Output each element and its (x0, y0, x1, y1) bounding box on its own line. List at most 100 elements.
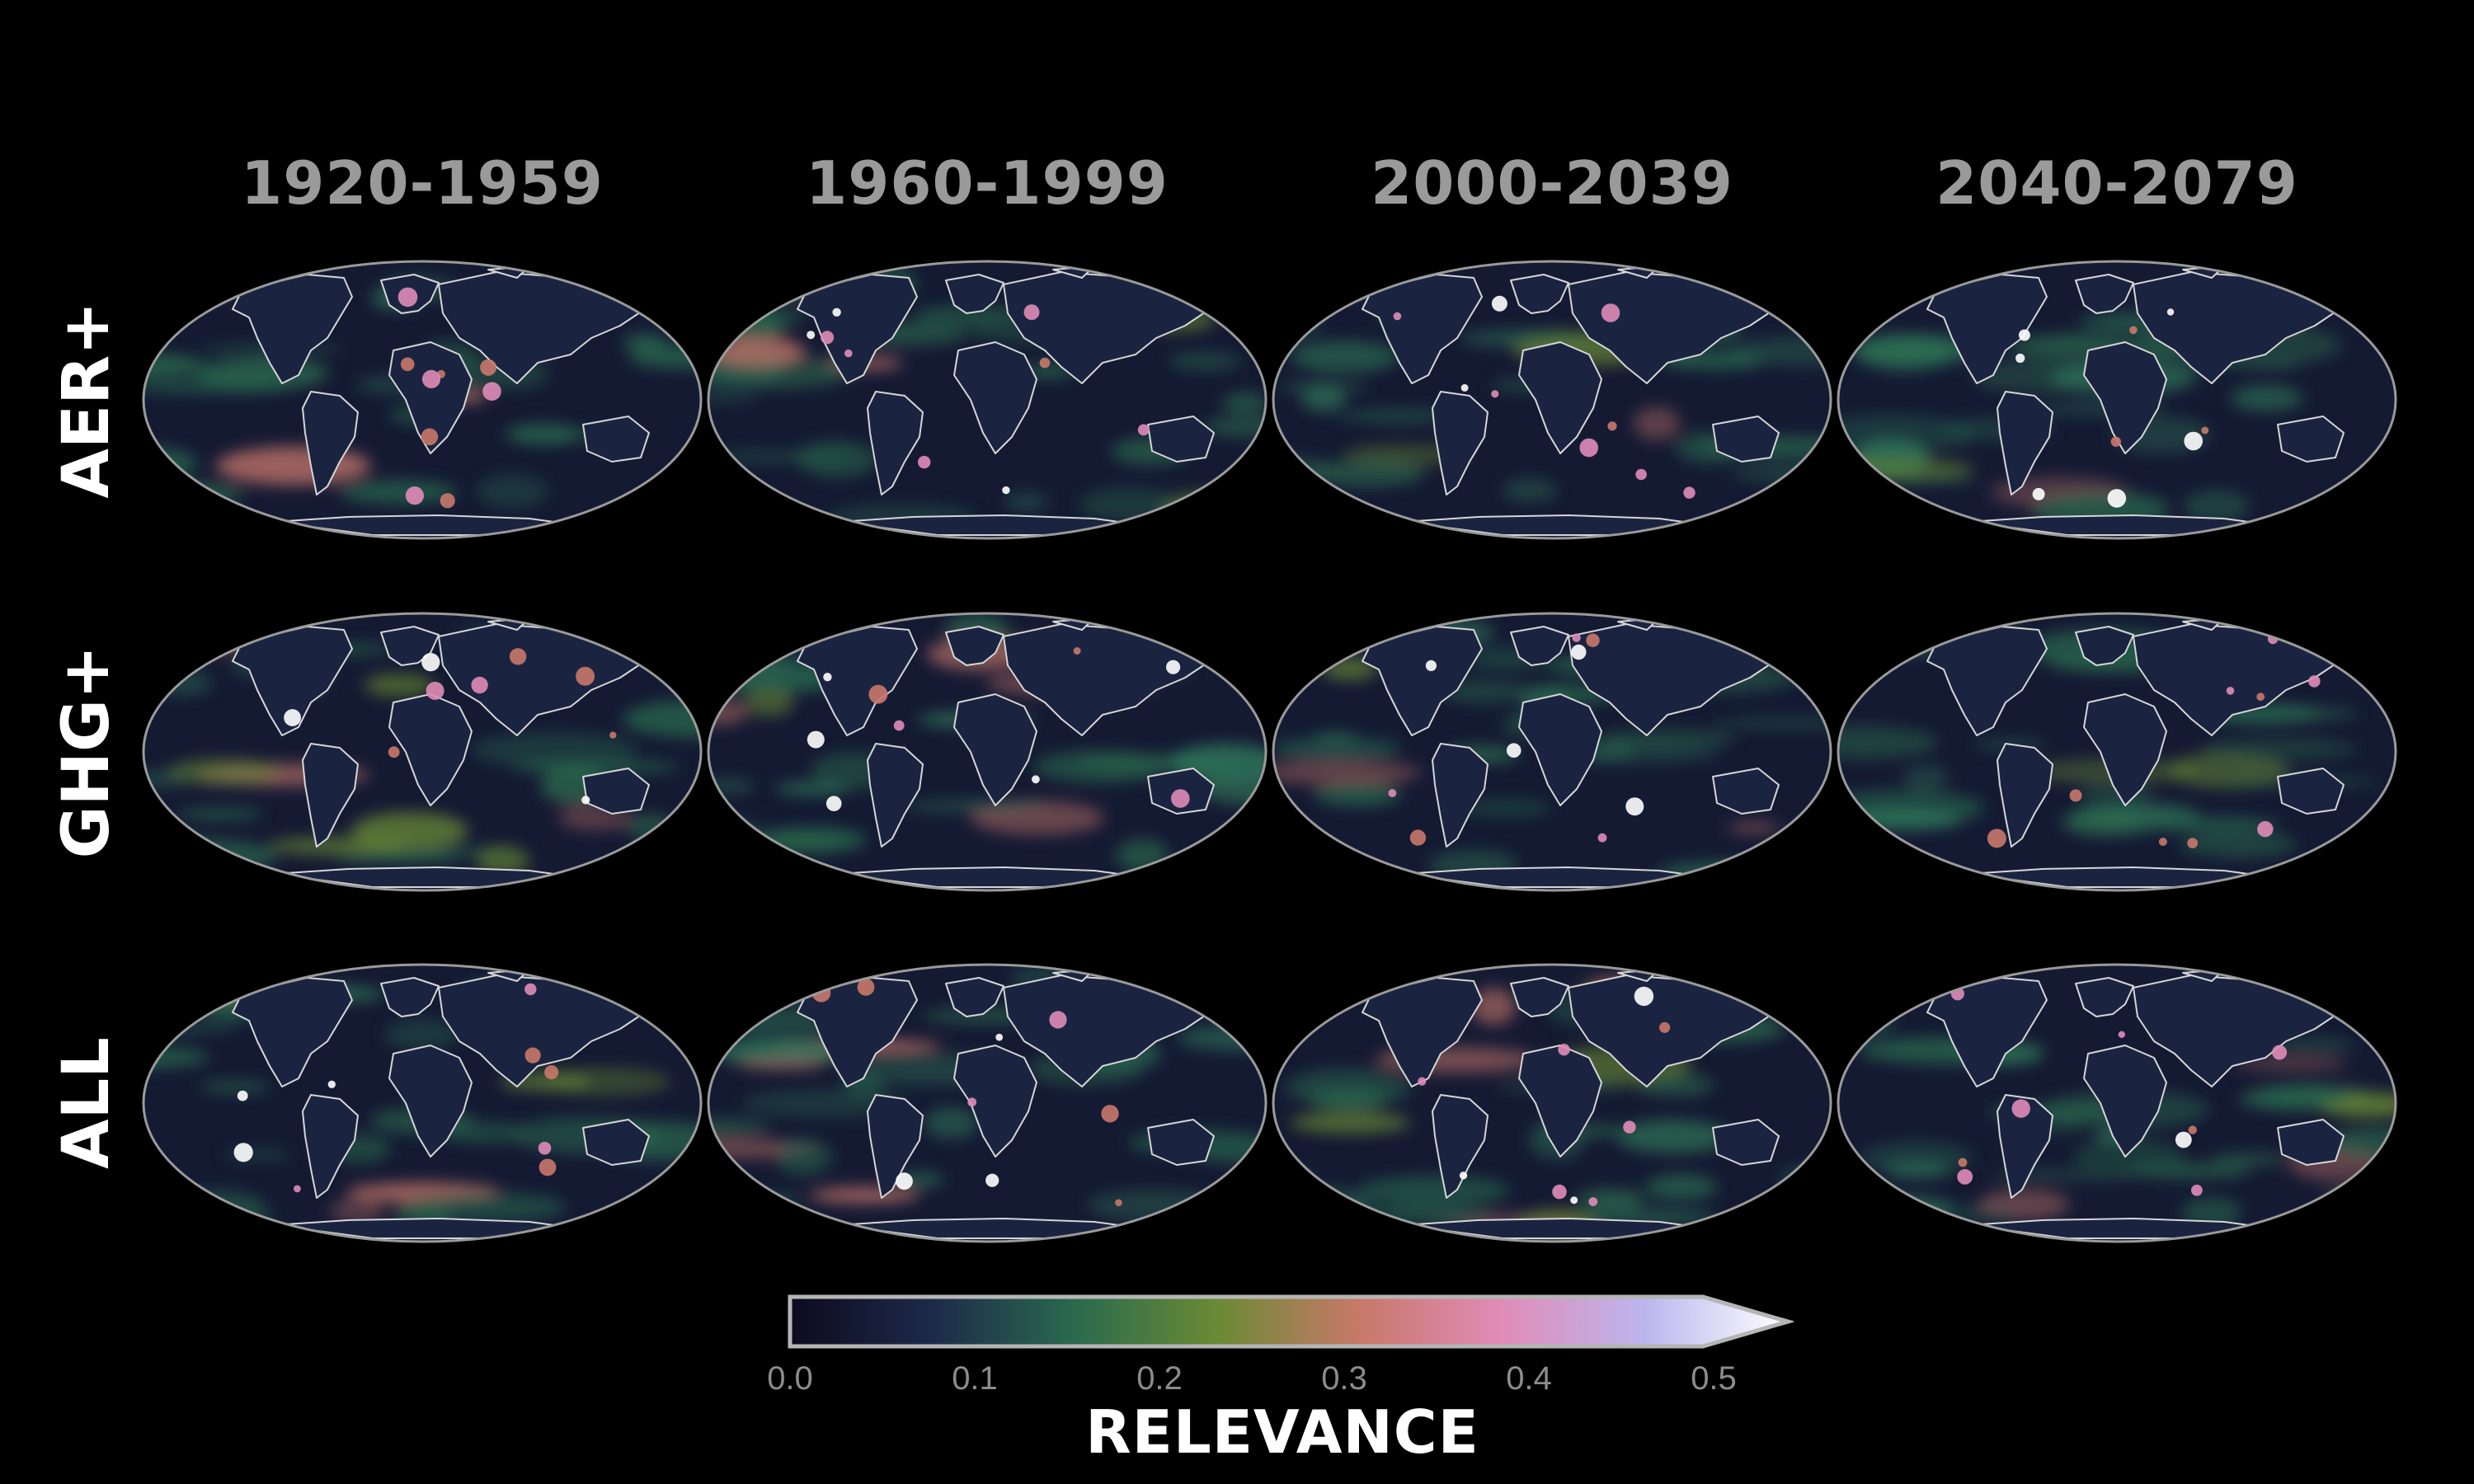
continent-outline (1712, 768, 1780, 815)
column-title-3: 2000-2039 (1371, 148, 1733, 218)
continent-outline (1926, 626, 2048, 736)
row-label-ghg-text: GHG+ (49, 645, 124, 859)
continent-outline (302, 391, 359, 495)
map-panel-r3-c3 (1272, 963, 1832, 1243)
map-border (142, 963, 703, 1243)
continent-outline (2075, 977, 2134, 1017)
continent-outline (1518, 1045, 1602, 1158)
continent-outline (2075, 626, 2134, 666)
continent-outline (2277, 1119, 2345, 1166)
continent-outline (1362, 626, 1483, 736)
row-label-all-text: ALL (49, 1037, 124, 1169)
continent-outline (1362, 274, 1483, 384)
colorbar-tick-2: 0.2 (1136, 1360, 1183, 1397)
continent-outline (797, 274, 918, 384)
map-panel-r3-c4 (1837, 963, 2397, 1243)
colorbar-tick-3: 0.3 (1321, 1360, 1367, 1397)
map-border (1837, 612, 2397, 892)
row-label-aer-text: AER+ (49, 301, 124, 499)
relevance-hotspots (284, 648, 617, 805)
continent-outline (953, 341, 1037, 454)
colorbar-label: RELEVANCE (1085, 1397, 1479, 1467)
continent-outline (1403, 1218, 1710, 1239)
colorbar-tick-0: 0.0 (767, 1360, 813, 1397)
continent-outline (867, 391, 924, 495)
continent-outline (2083, 693, 2167, 806)
column-title-4: 2040-2079 (1935, 148, 2298, 218)
map-panel-r1-c4 (1837, 260, 2397, 540)
continent-outline (2083, 1045, 2167, 1158)
map-border (1272, 963, 1832, 1243)
continent-outline (1403, 514, 1710, 536)
continent-outline (1510, 977, 1569, 1017)
map-border (707, 612, 1268, 892)
continent-outline (2277, 416, 2345, 463)
continent-outline (1432, 391, 1489, 495)
continent-outline (867, 1094, 924, 1199)
column-title-1: 1920-1959 (241, 148, 604, 218)
map-panel-r1-c1 (142, 260, 703, 540)
continent-outline (1712, 1119, 1780, 1166)
continent-outline (1362, 977, 1483, 1087)
map-panel-r1-c2 (707, 260, 1268, 540)
continent-outline (302, 743, 359, 848)
continent-outline (273, 1218, 580, 1239)
continent-outline (1926, 977, 2048, 1087)
continent-outline (582, 1119, 650, 1166)
continent-outline (1510, 626, 1569, 666)
continent-outline (2083, 341, 2167, 454)
relevance-hotspots (807, 647, 1190, 811)
map-border (142, 612, 703, 892)
relevance-hotspots (397, 287, 501, 509)
relevance-hotspots (1987, 633, 2321, 848)
relevance-hotspots (1388, 633, 1644, 846)
continent-outline (232, 626, 353, 736)
continent-outline (1518, 693, 1602, 806)
colorbar-tick-5: 0.5 (1691, 1360, 1737, 1397)
colorbar-bar (788, 1294, 1794, 1349)
continent-outline (273, 866, 580, 888)
continent-outline (1968, 1218, 2274, 1239)
continent-outline (1432, 1094, 1489, 1199)
continent-outline (232, 274, 353, 384)
continent-outline (1403, 866, 1710, 888)
continent-outline (797, 977, 918, 1087)
continent-outline (945, 626, 1004, 666)
continent-outline (582, 416, 650, 463)
continent-outline (1147, 416, 1215, 463)
relevance-hotspots (2015, 308, 2209, 508)
map-panel-r2-c1 (142, 612, 703, 892)
continent-outline (380, 977, 440, 1017)
continent-outline (388, 1045, 473, 1158)
continent-outline (1510, 274, 1569, 314)
map-border (1837, 260, 2397, 540)
relevance-hotspots (233, 983, 559, 1193)
column-title-2: 1960-1999 (806, 148, 1169, 218)
continent-outline (1518, 341, 1602, 454)
continent-outline (838, 514, 1145, 536)
continent-outline (1712, 416, 1780, 463)
relevance-hotspots (807, 304, 1150, 495)
continent-outline (302, 1094, 359, 1199)
map-border (1837, 963, 2397, 1243)
colorbar-tick-1: 0.1 (952, 1360, 998, 1397)
continent-outline (2075, 274, 2134, 314)
continent-outline (388, 693, 473, 806)
map-panel-r2-c3 (1272, 612, 1832, 892)
map-border (707, 260, 1268, 540)
continent-outline (797, 626, 918, 736)
continent-outline (273, 514, 580, 536)
continent-outline (838, 866, 1145, 888)
continent-outline (1997, 743, 2053, 848)
map-panel-r3-c2 (707, 963, 1268, 1243)
relevance-hotspots (1393, 295, 1696, 499)
continent-outline (1968, 514, 2274, 536)
continent-outline (232, 977, 353, 1087)
map-border (1272, 260, 1832, 540)
map-panel-r2-c2 (707, 612, 1268, 892)
continent-outline (838, 1218, 1145, 1239)
relevance-hotspots (1950, 987, 2288, 1196)
colorbar (788, 1294, 1794, 1349)
continent-outline (2277, 768, 2345, 815)
